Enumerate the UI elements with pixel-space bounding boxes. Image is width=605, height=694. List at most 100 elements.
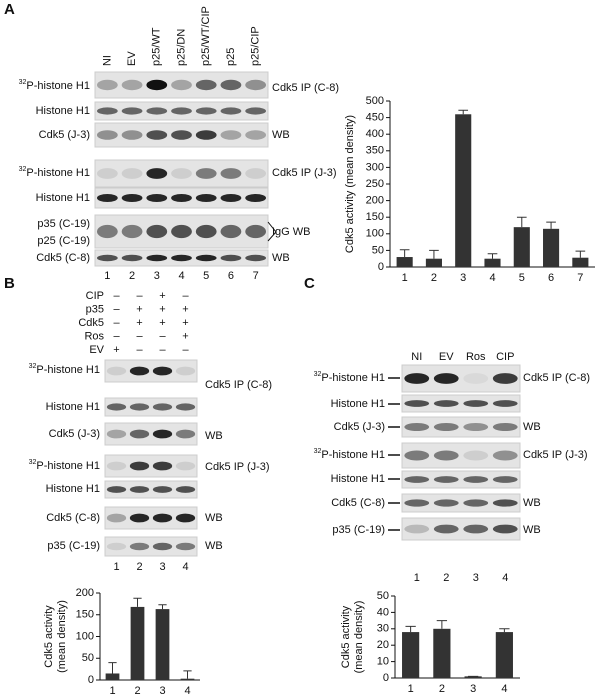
y-tick-label: 0 (378, 261, 384, 273)
blot (104, 397, 198, 417)
band (195, 194, 217, 202)
treatment-mark: – (113, 303, 120, 315)
x-tick-label: 3 (159, 685, 165, 694)
blot (401, 394, 521, 413)
y-tick-label: 500 (366, 95, 384, 107)
band (121, 130, 143, 140)
bar (543, 228, 560, 267)
superscript: 32 (19, 166, 27, 173)
lane-label: CIP (496, 351, 514, 363)
blot (401, 517, 521, 541)
band (129, 513, 150, 523)
band (245, 79, 267, 91)
row-text: P-histone H1 (321, 372, 385, 384)
treatment-mark: – (136, 344, 143, 356)
blot (104, 480, 198, 499)
band (129, 542, 150, 551)
band (106, 542, 127, 551)
band (433, 499, 459, 507)
error-bar (133, 597, 142, 607)
row-text: Cdk5 (C-8) (36, 252, 90, 264)
y-tick-label: 350 (366, 145, 384, 157)
bar (464, 676, 482, 678)
bar (513, 227, 530, 267)
band (121, 107, 143, 115)
treatment-mark: + (136, 303, 142, 315)
row-label: Histone H1 (46, 483, 100, 495)
y-tick-label: 50 (82, 652, 94, 664)
band (463, 400, 489, 407)
band (171, 79, 192, 91)
band (175, 403, 196, 411)
band (492, 400, 518, 407)
band (195, 254, 217, 262)
blot (104, 506, 198, 530)
treatment-mark: – (136, 330, 143, 342)
band (404, 373, 430, 384)
treatment-mark: – (159, 344, 166, 356)
x-tick-label: 1 (109, 685, 115, 694)
band (433, 450, 459, 461)
x-tick-label: 5 (519, 272, 525, 284)
band (171, 194, 192, 202)
y-tick-label: 250 (366, 178, 384, 190)
band (121, 254, 143, 262)
row-label: Histone H1 (36, 192, 90, 204)
treatment-mark: + (159, 303, 165, 315)
band (106, 403, 127, 411)
x-tick-label: 7 (577, 272, 583, 284)
row-text: P-histone H1 (36, 364, 100, 376)
x-tick-label: 4 (489, 272, 495, 284)
bracket (267, 221, 277, 242)
row-label: Histone H1 (46, 401, 100, 413)
blot (104, 454, 198, 478)
row-text: Cdk5 (C-8) (331, 497, 385, 509)
row-label: Cdk5 (J-3) (49, 428, 100, 440)
band (245, 107, 267, 115)
band (96, 194, 118, 202)
error-bar (399, 249, 410, 258)
band (175, 542, 196, 551)
right-label: Cdk5 IP (C-8) (523, 372, 590, 384)
right-label: WB (205, 540, 223, 552)
error-bar (499, 628, 510, 633)
bar (433, 628, 451, 678)
band (492, 373, 518, 384)
error-bar (158, 604, 167, 610)
treatment-mark: – (136, 290, 143, 302)
row-text: Cdk5 (J-3) (49, 428, 100, 440)
row-label: Histone H1 (331, 398, 385, 410)
row-label: 32P-histone H1 (314, 448, 385, 461)
x-tick-label: 2 (431, 272, 437, 284)
x-tick-label: 4 (184, 685, 190, 694)
row-label: Cdk5 (C-8) (36, 252, 90, 264)
band (220, 168, 242, 179)
bar (495, 632, 513, 678)
right-label: Cdk5 IP (J-3) (523, 449, 588, 461)
y-tick-label: 50 (372, 244, 384, 256)
blot (104, 359, 198, 383)
band (195, 107, 217, 115)
row-label: 32P-histone H1 (19, 79, 90, 92)
row-text: Cdk5 (C-8) (46, 512, 100, 524)
bar (484, 258, 501, 267)
right-label: Cdk5 IP (J-3) (272, 167, 337, 179)
band (146, 79, 168, 91)
row-label: Cdk5 (C-8) (46, 512, 100, 524)
y-tick-label: 100 (76, 630, 94, 642)
band (175, 429, 196, 439)
bar (180, 678, 195, 680)
lane-number: 1 (113, 561, 119, 573)
band (404, 400, 430, 407)
band (492, 499, 518, 507)
bar (155, 609, 170, 680)
row-label: p35 (C-19) (332, 524, 385, 536)
y-axis-label: (mean density) (353, 601, 365, 674)
right-label: WB (205, 512, 223, 524)
error-bar (429, 249, 439, 259)
treatment-label: EV (89, 344, 104, 356)
lane-label: p25/DN (175, 29, 187, 66)
x-tick-label: 2 (439, 683, 445, 694)
band (146, 168, 168, 179)
band (220, 107, 242, 115)
